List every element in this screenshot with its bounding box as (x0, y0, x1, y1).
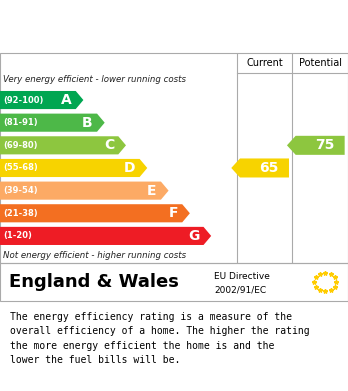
Text: G: G (188, 229, 199, 243)
Text: The energy efficiency rating is a measure of the
overall efficiency of a home. T: The energy efficiency rating is a measur… (10, 312, 310, 365)
Text: 65: 65 (259, 161, 278, 175)
Polygon shape (231, 158, 289, 178)
Text: Potential: Potential (299, 58, 342, 68)
Text: E: E (147, 184, 157, 197)
Polygon shape (0, 136, 126, 154)
Text: B: B (82, 116, 93, 130)
Text: Current: Current (246, 58, 283, 68)
Text: A: A (61, 93, 72, 107)
Text: EU Directive: EU Directive (214, 272, 270, 281)
Text: 75: 75 (315, 138, 334, 152)
Text: (69-80): (69-80) (3, 141, 38, 150)
Text: (55-68): (55-68) (3, 163, 38, 172)
Polygon shape (0, 181, 168, 200)
Text: (1-20): (1-20) (3, 231, 32, 240)
Polygon shape (0, 114, 105, 132)
Text: D: D (124, 161, 135, 175)
Text: Not energy efficient - higher running costs: Not energy efficient - higher running co… (3, 251, 186, 260)
Text: Very energy efficient - lower running costs: Very energy efficient - lower running co… (3, 75, 186, 84)
Polygon shape (287, 136, 345, 155)
Text: Energy Efficiency Rating: Energy Efficiency Rating (10, 29, 232, 45)
Polygon shape (0, 204, 190, 222)
Polygon shape (0, 159, 147, 177)
Text: (21-38): (21-38) (3, 209, 38, 218)
Text: C: C (104, 138, 114, 152)
Text: 2002/91/EC: 2002/91/EC (214, 286, 266, 295)
Text: (92-100): (92-100) (3, 95, 44, 104)
Text: (39-54): (39-54) (3, 186, 38, 195)
Polygon shape (0, 91, 84, 109)
Text: F: F (168, 206, 178, 220)
Polygon shape (0, 227, 211, 245)
Text: England & Wales: England & Wales (9, 273, 179, 291)
Text: (81-91): (81-91) (3, 118, 38, 127)
